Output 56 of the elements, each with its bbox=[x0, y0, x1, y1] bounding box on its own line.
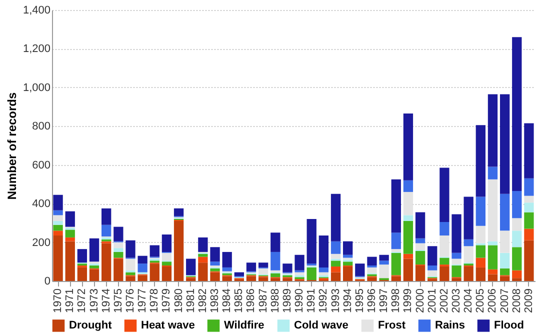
x-tick-label: 2009 bbox=[522, 288, 535, 313]
legend-label: Drought bbox=[69, 320, 112, 332]
x-tick-label: 2005 bbox=[474, 288, 487, 313]
x-tick-label: 1984 bbox=[221, 288, 234, 313]
x-tick-label: 1972 bbox=[76, 288, 88, 313]
x-tick-label: 2006 bbox=[486, 288, 499, 313]
x-tick-label: 2008 bbox=[510, 288, 523, 313]
y-tick-label: 1,400 bbox=[22, 4, 50, 16]
x-tick-label: 1970 bbox=[52, 288, 64, 313]
x-tick-label: 1982 bbox=[196, 288, 209, 313]
x-tick-label: 1979 bbox=[160, 288, 173, 313]
x-tick-label: 1976 bbox=[124, 288, 136, 313]
x-tick-label: 1983 bbox=[209, 288, 222, 313]
x-tick-label: 1973 bbox=[88, 288, 100, 313]
x-tick-label: 1975 bbox=[112, 288, 124, 313]
x-tick-label: 1995 bbox=[354, 288, 366, 313]
y-tick-label: 1,000 bbox=[22, 82, 50, 94]
x-tick-label: 1987 bbox=[257, 288, 270, 313]
legend-label: Wildfire bbox=[224, 320, 264, 332]
legend-label: Flood bbox=[494, 320, 524, 332]
x-tick-label: 1998 bbox=[390, 288, 402, 313]
x-tick-label: 1994 bbox=[342, 288, 354, 313]
x-tick-label: 1974 bbox=[100, 288, 112, 313]
x-tick-label: 1971 bbox=[64, 288, 76, 313]
y-tick-label: 800 bbox=[32, 120, 50, 133]
legend-label: Cold wave bbox=[294, 320, 348, 332]
x-tick-label: 1996 bbox=[366, 288, 378, 313]
x-tick-label: 1977 bbox=[136, 288, 149, 313]
x-tick-label: 2004 bbox=[462, 288, 475, 313]
x-tick-label: 2002 bbox=[438, 288, 450, 313]
x-tick-label: 1989 bbox=[281, 288, 294, 313]
y-axis-title: Number of records bbox=[4, 92, 19, 200]
y-tick-label: 0 bbox=[44, 276, 50, 288]
x-tick-label: 1992 bbox=[318, 288, 330, 313]
x-tick-label: 1981 bbox=[184, 288, 197, 313]
x-tick-label: 2003 bbox=[450, 288, 463, 313]
x-tick-label: 2007 bbox=[498, 288, 511, 313]
x-tick-label: 1985 bbox=[233, 288, 246, 313]
y-tick-label: 1,200 bbox=[22, 43, 50, 56]
x-tick-label: 1988 bbox=[269, 288, 282, 313]
x-tick-label: 1993 bbox=[330, 288, 342, 313]
x-tick-label: 1986 bbox=[245, 288, 258, 313]
x-tick-label: 2001 bbox=[426, 288, 438, 313]
legend-label: Heat wave bbox=[141, 320, 195, 332]
x-tick-label: 1997 bbox=[378, 288, 390, 313]
x-tick-label: 1990 bbox=[294, 288, 306, 313]
legend-label: Rains bbox=[435, 320, 465, 332]
y-tick-label: 200 bbox=[32, 236, 50, 249]
y-tick-label: 400 bbox=[32, 198, 50, 210]
x-tick-label: 2000 bbox=[414, 288, 426, 313]
x-tick-label: 1999 bbox=[402, 288, 414, 313]
x-tick-label: 1991 bbox=[306, 288, 318, 313]
x-tick-label: 1980 bbox=[172, 288, 185, 313]
x-tick-label: 1978 bbox=[148, 288, 161, 313]
legend-label: Frost bbox=[378, 320, 406, 332]
y-tick-label: 600 bbox=[32, 159, 50, 172]
